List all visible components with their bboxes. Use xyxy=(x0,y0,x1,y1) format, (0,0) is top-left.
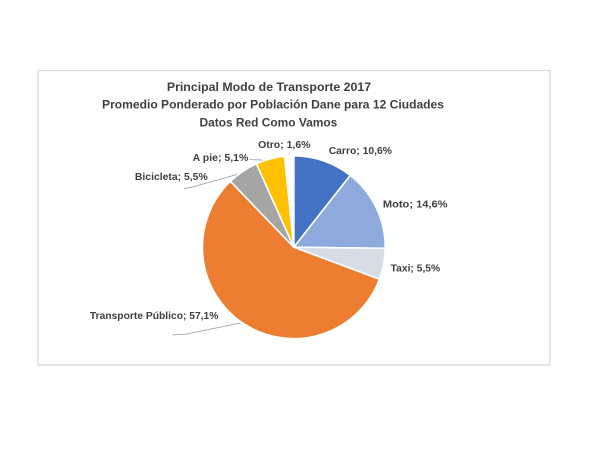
svg-text:Taxi; 5,5%: Taxi; 5,5% xyxy=(391,262,441,274)
svg-text:Datos Red Como Vamos: Datos Red Como Vamos xyxy=(200,116,338,130)
svg-text:Carro; 10,6%: Carro; 10,6% xyxy=(329,145,393,157)
svg-text:Promedio Ponderado por Poblaci: Promedio Ponderado por Población Dane pa… xyxy=(102,98,444,112)
svg-text:Otro; 1,6%: Otro; 1,6% xyxy=(258,139,311,151)
svg-text:Principal Modo de Transporte 2: Principal Modo de Transporte 2017 xyxy=(167,80,372,94)
svg-text:Transporte Público; 57,1%: Transporte Público; 57,1% xyxy=(90,310,219,322)
svg-text:A pie; 5,1%: A pie; 5,1% xyxy=(193,152,249,164)
svg-text:Bicicleta; 5,5%: Bicicleta; 5,5% xyxy=(135,171,208,183)
svg-text:Moto; 14,6%: Moto; 14,6% xyxy=(383,199,448,211)
